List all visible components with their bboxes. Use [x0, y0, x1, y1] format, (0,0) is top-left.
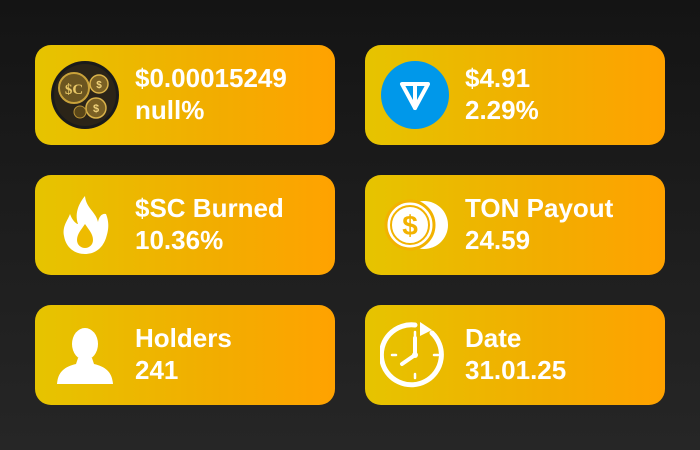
svg-text:$: $: [93, 103, 99, 115]
sc-price-change: null%: [135, 95, 205, 125]
ton-logo-icon: [380, 60, 450, 130]
ton-payout-card: $ TON Payout 24.59: [365, 175, 665, 275]
sc-burned-label: $SC Burned: [135, 193, 284, 223]
date-label: Date: [465, 323, 522, 353]
holders-card: Holders 241: [35, 305, 335, 405]
svg-text:$: $: [402, 210, 418, 241]
sc-burned-value: 10.36%: [135, 225, 224, 255]
coins-icon: $: [380, 190, 450, 260]
ton-price-card: $4.91 2.29%: [365, 45, 665, 145]
sc-price-card: $C $ $ $0.00015249 null%: [35, 45, 335, 145]
ton-payout-label: TON Payout: [465, 193, 614, 223]
holders-value: 241: [135, 355, 179, 385]
sc-burned-card: $SC Burned 10.36%: [35, 175, 335, 275]
person-icon: [50, 320, 120, 390]
ton-price-change: 2.29%: [465, 95, 539, 125]
ton-payout-value: 24.59: [465, 225, 531, 255]
date-card: Date 31.01.25: [365, 305, 665, 405]
holders-label: Holders: [135, 323, 232, 353]
date-value: 31.01.25: [465, 355, 567, 385]
flame-icon: [50, 190, 120, 260]
sc-price-value: $0.00015249: [135, 63, 287, 93]
ton-price-value: $4.91: [465, 63, 531, 93]
clock-icon: [380, 320, 450, 390]
svg-text:$C: $C: [65, 82, 83, 98]
svg-text:$: $: [96, 80, 102, 91]
sc-coin-icon: $C $ $: [50, 60, 120, 130]
